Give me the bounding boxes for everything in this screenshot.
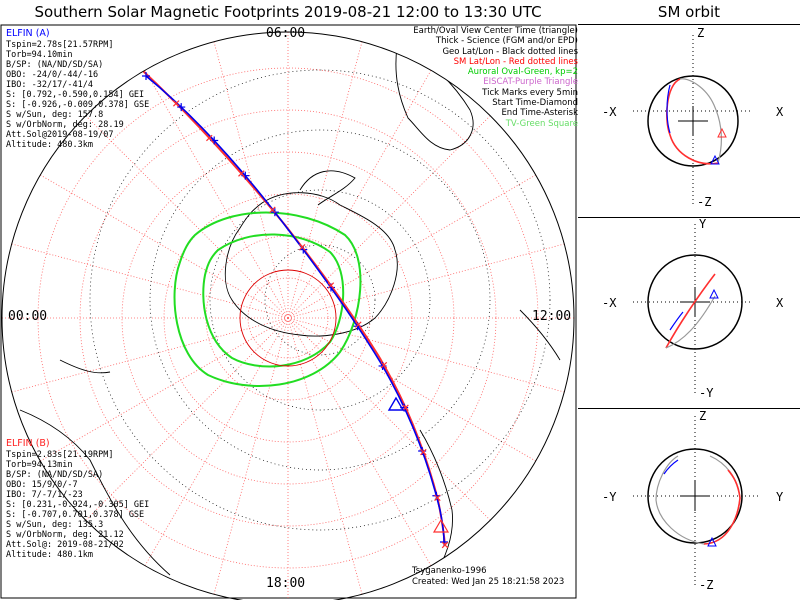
legend-entry: Start Time-Diamond [492, 98, 578, 109]
elfin-a-info: Tspin=2.78s[21.57RPM] Torb=94.10min B/SP: … [6, 40, 149, 150]
elfin-a-info-line: IBO: -32/17/-41/4 [6, 80, 93, 90]
legend-entry: EISCAT-Purple Triangle [483, 77, 578, 88]
hour-label-top: 06:00 [266, 26, 306, 41]
panel1-bottom-axis: -Z [697, 195, 712, 209]
panel2-bottom-axis: -Y [699, 386, 714, 400]
orbit-panel-yz: Z -Z -Y Y [578, 408, 800, 600]
model-label: Tsyganenko-1996 [412, 566, 487, 576]
elfin-a-info-line: S w/OrbNorm, deg: 28.19 [6, 120, 124, 130]
elfin-b-track [141, 69, 446, 546]
legend-entry: SM Lat/Lon - Red dotted lines [453, 56, 578, 67]
elfin-b-info-line: S w/OrbNorm, deg: 21.12 [6, 530, 124, 540]
elfin-b-info-line: S: [0.231,-0.924,-0.305] GEI [6, 500, 150, 510]
panel3-top-axis: Z [699, 409, 707, 423]
orbit-panel-xz: Z -Z -X X [578, 24, 800, 218]
hour-label-bottom: 18:00 [266, 576, 306, 591]
elfin-b-info-line: OBO: 15/9/0/-7 [6, 480, 78, 490]
legend-entry: Tick Marks every 5min [482, 87, 578, 98]
elfin-b-name: ELFIN (B) [6, 438, 50, 449]
panel1-top-axis: Z [697, 26, 705, 40]
legend: Earth/Oval View Center Time (triangle) Th… [413, 26, 578, 129]
elfin-a-name: ELFIN (A) [6, 28, 50, 39]
hour-label-right: 12:00 [532, 309, 572, 324]
elfin-b-info-line: Altitude: 480.1km [6, 550, 93, 560]
elfin-b-info-line: IBO: 7/-7/1/-23 [6, 490, 83, 500]
elfin-a-info-line: Tspin=2.78s[21.57RPM] [6, 40, 114, 50]
elfin-a-info-line: OBO: -24/0/-44/-16 [6, 70, 99, 80]
elfin-a-track [145, 75, 445, 543]
legend-entry: TV-Green Square [505, 118, 578, 129]
elfin-b-info-line: S w/Sun, deg: 135.3 [6, 520, 104, 530]
panel2-top-axis: Y [699, 217, 707, 231]
elfin-b-info: Tspin=2.83s[21.19RPM] Torb=94.13min B/SP: … [6, 450, 149, 560]
legend-entry: Earth/Oval View Center Time (triangle) [413, 26, 578, 36]
elfin-b-info-line: Tspin=2.83s[21.19RPM] [6, 450, 114, 460]
elfin-b-info-line: Att.Sol@: 2019-08-21/02 [6, 540, 124, 550]
elfin-a-info-line: Altitude: 480.3km [6, 140, 93, 150]
polar-footprint-map [0, 24, 577, 600]
legend-entry: End Time-Asterisk [501, 108, 578, 119]
legend-entry: Geo Lat/Lon - Black dotted lines [442, 46, 578, 57]
panel3-bottom-axis: -Z [699, 578, 714, 592]
orbit-plot-yz [633, 416, 758, 588]
elfin-b-info-line: Torb=94.13min [6, 460, 73, 470]
created-label: Created: Wed Jan 25 18:21:58 2023 [412, 577, 565, 587]
panel3-right-axis: Y [776, 490, 784, 504]
panel2-left-axis: -X [602, 296, 617, 310]
panel1-left-axis: -X [602, 105, 617, 119]
panel1-right-axis: X [776, 105, 784, 119]
hour-label-left: 00:00 [8, 309, 48, 324]
elfin-a-info-line: B/SP: (NA/ND/SD/SA) [6, 60, 104, 70]
orbit-title: SM orbit [657, 3, 721, 21]
plot-title: Southern Solar Magnetic Footprints 2019-… [34, 3, 542, 21]
elfin-a-info-line: S: [-0.926,-0.009,0.378] GSE [6, 100, 150, 110]
elfin-a-info-line: Att.Sol@2019-08-19/07 [6, 130, 114, 140]
elfin-a-info-line: Torb=94.10min [6, 50, 73, 60]
panel2-right-axis: X [776, 296, 784, 310]
legend-entry: Thick - Science (FGM and/or EPD) [435, 36, 578, 47]
elfin-a-info-line: S: [0.792,-0.590,0.154] GEI [6, 90, 145, 100]
legend-entry: Auroral Oval-Green, kp=2 [467, 67, 578, 78]
panel3-left-axis: -Y [602, 490, 617, 504]
orbit-plot-xy [633, 224, 753, 396]
elfin-b-info-line: S: [-0.707,0.701,0.378] GSE [6, 510, 145, 520]
elfin-b-info-line: B/SP: (NA/ND/SD/SA) [6, 470, 104, 480]
orbit-panel-xy: Y -Y -X X [578, 216, 800, 409]
orbit-plot-xz [633, 35, 753, 207]
elfin-a-info-line: S w/Sun, deg: 157.8 [6, 110, 104, 120]
